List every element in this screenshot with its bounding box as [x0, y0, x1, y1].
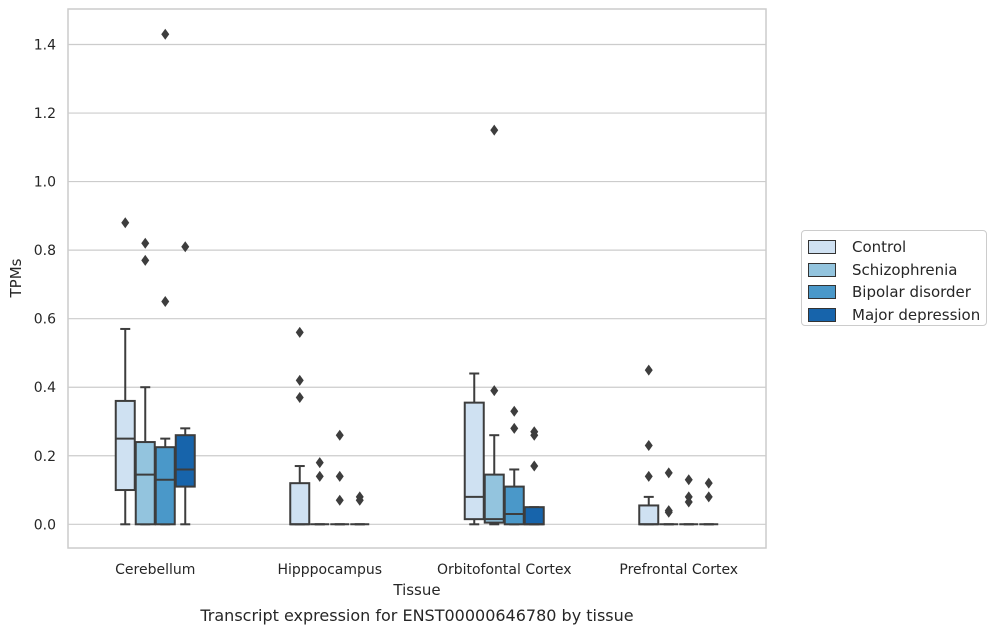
box-plots: [114, 28, 719, 526]
plot-frame: [67, 8, 767, 549]
box-body: [154, 446, 176, 526]
legend-item-major-depression: Major depression: [808, 304, 986, 327]
box-body: [289, 482, 311, 526]
outlier-point: [510, 405, 519, 417]
outlier-point: [161, 28, 170, 40]
y-axis-label: TPMs: [7, 258, 25, 298]
y-tick-label: 1.0: [34, 175, 56, 191]
box-hipppocampus-control: [289, 326, 311, 526]
box-prefrontal-cortex-major-depression: [699, 477, 719, 526]
outlier-point: [530, 460, 539, 472]
y-tick-label: 1.2: [34, 106, 56, 122]
chart-caption: Transcript expression for ENST0000064678…: [200, 606, 634, 625]
box-hipppocampus-bipolar-disorder: [330, 429, 350, 526]
outlier-point: [644, 364, 653, 376]
box-orbitofontal-cortex-bipolar-disorder: [503, 405, 525, 526]
box-orbitofontal-cortex-schizophrenia: [483, 124, 505, 526]
outlier-point: [684, 474, 693, 486]
outlier-point: [141, 237, 150, 249]
legend-swatch-schizophrenia: [808, 262, 836, 277]
outlier-point: [315, 470, 324, 482]
outlier-point: [644, 439, 653, 451]
y-tick-label: 0.4: [34, 380, 56, 396]
outlier-point: [644, 470, 653, 482]
outlier-point: [530, 429, 539, 441]
box-body: [638, 504, 660, 526]
outlier-point: [355, 494, 364, 506]
outlier-point: [510, 422, 519, 434]
box-hipppocampus-schizophrenia: [310, 457, 330, 526]
legend-item-schizophrenia: Schizophrenia: [808, 259, 986, 282]
outlier-point: [490, 385, 499, 397]
y-tick-label: 0.0: [34, 517, 56, 533]
legend-swatch-major-depression: [808, 307, 836, 322]
y-tick-label: 0.6: [34, 312, 56, 328]
outlier-point: [181, 241, 190, 253]
outlier-point: [664, 467, 673, 479]
box-body: [503, 485, 525, 526]
x-tick-labels: Cerebellum Hipppocampus Orbitofontal Corte…: [115, 562, 738, 578]
box-body: [463, 401, 485, 521]
x-tick-label: Cerebellum: [115, 562, 195, 578]
legend-label-control: Control: [852, 238, 907, 257]
box-body: [174, 434, 196, 488]
box-cerebellum-major-depression: [174, 241, 196, 526]
box-orbitofontal-cortex-major-depression: [523, 426, 545, 526]
legend-swatch-bipolar-disorder: [808, 285, 836, 300]
legend: Control Schizophrenia Bipolar disorder M…: [801, 230, 987, 326]
legend-label-major-depression: Major depression: [852, 305, 981, 324]
outlier-point: [295, 374, 304, 386]
outlier-point: [684, 496, 693, 508]
outlier-point: [315, 457, 324, 469]
outlier-point: [490, 124, 499, 136]
outlier-point: [664, 506, 673, 518]
legend-label-bipolar-disorder: Bipolar disorder: [852, 283, 971, 302]
box-body: [483, 473, 505, 524]
y-tick-label: 0.2: [34, 449, 56, 465]
box-body: [523, 506, 545, 526]
box-orbitofontal-cortex-control: [463, 372, 485, 526]
outlier-point: [141, 254, 150, 266]
box-body: [114, 399, 136, 492]
box-cerebellum-schizophrenia: [134, 237, 156, 526]
outlier-point: [335, 494, 344, 506]
outlier-point: [295, 391, 304, 403]
box-hipppocampus-major-depression: [350, 491, 370, 526]
legend-item-bipolar-disorder: Bipolar disorder: [808, 281, 986, 304]
outlier-point: [704, 477, 713, 489]
y-tick-labels: 0.0 0.2 0.4 0.6 0.8 1.0 1.2 1.4: [34, 38, 56, 534]
x-tick-label: Hipppocampus: [277, 562, 382, 578]
box-cerebellum-control: [114, 217, 136, 526]
box-prefrontal-cortex-control: [638, 364, 660, 526]
outlier-point: [121, 217, 130, 229]
legend-item-control: Control: [808, 236, 986, 259]
x-tick-label: Orbitofontal Cortex: [437, 562, 572, 578]
outlier-point: [335, 429, 344, 441]
outlier-point: [335, 470, 344, 482]
y-tick-label: 1.4: [34, 38, 56, 54]
legend-swatch-control: [808, 240, 836, 255]
outlier-point: [161, 296, 170, 308]
box-body: [134, 441, 156, 526]
outlier-point: [295, 326, 304, 338]
x-axis-label: Tissue: [392, 581, 440, 599]
legend-label-schizophrenia: Schizophrenia: [852, 260, 958, 279]
box-prefrontal-cortex-schizophrenia: [659, 467, 679, 526]
y-tick-label: 0.8: [34, 243, 56, 259]
box-cerebellum-bipolar-disorder: [154, 28, 176, 526]
outlier-point: [704, 491, 713, 503]
x-tick-label: Prefrontal Cortex: [619, 562, 738, 578]
box-prefrontal-cortex-bipolar-disorder: [679, 474, 699, 526]
